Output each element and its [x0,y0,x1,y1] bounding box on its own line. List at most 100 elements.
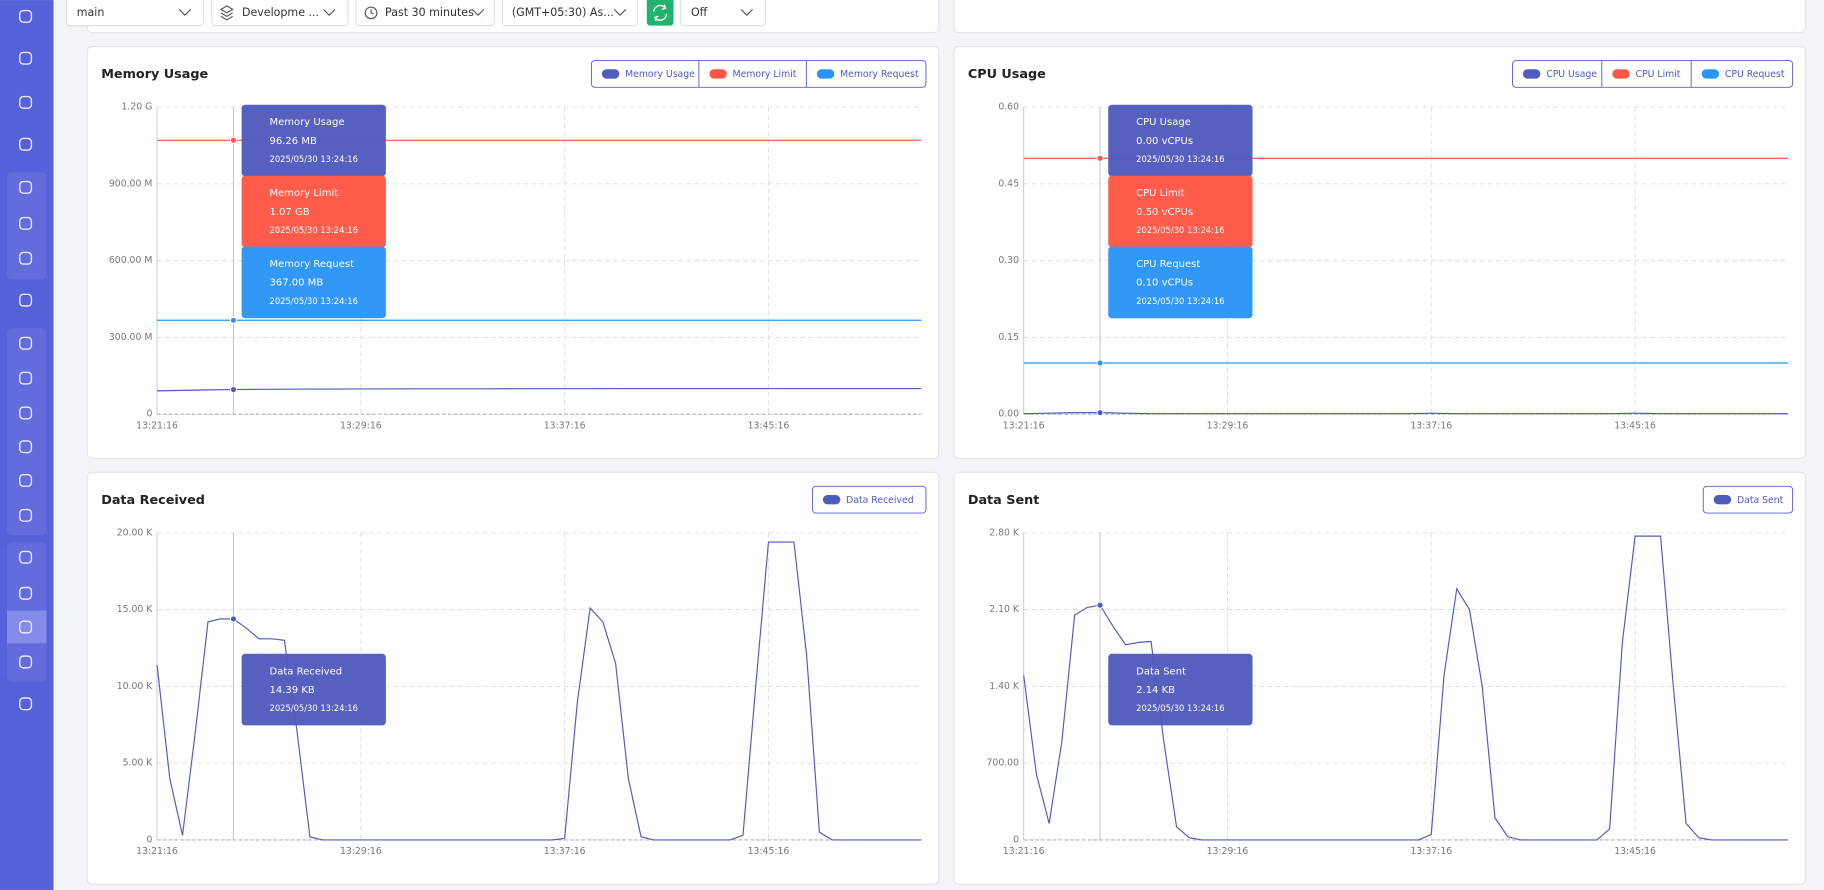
x-tick-label: 13:29:16 [340,846,382,857]
active-item [6,610,47,644]
nav-icon [19,655,33,669]
tooltip-time: 2025/05/30 13:24:16 [1136,154,1224,164]
legend-box [590,60,927,88]
chart-title: CPU Usage [968,67,1046,82]
tooltip-value: 2.14 KB [1136,685,1175,696]
tooltip-series: Memory Request [270,259,355,270]
x-tick-label: 13:37:16 [1410,420,1452,431]
y-tick-label: 10.00 K [117,681,154,692]
layers-icon [219,5,234,21]
y-tick-label: 0 [146,834,152,845]
y-tick-label: 15.00 K [117,604,154,615]
series-line [156,541,922,841]
tooltip-time: 2025/05/30 13:24:16 [1136,703,1224,713]
tooltip-time: 2025/05/30 13:24:16 [270,154,358,164]
series-line [1023,535,1788,841]
tooltip-section [1108,104,1253,177]
legend-swatch [1612,69,1630,79]
x-tick-label: 13:45:16 [748,420,790,431]
tooltip-value: 0.00 vCPUs [1136,136,1193,147]
y-tick-label: 600.00 M [109,255,153,266]
hover-point [229,386,237,394]
tooltip-value: 1.07 GB [270,207,310,218]
branch-text: main [77,6,105,19]
tooltip-section [241,175,386,248]
y-tick-label: 900.00 M [109,178,153,189]
tooltip-section [1108,175,1253,248]
refresh-interval-text: Off [691,6,708,19]
y-tick-label: 0.15 [998,332,1019,343]
nav-group [6,542,47,682]
nav-icon [19,137,33,151]
legend-box [1512,60,1794,88]
nav-icon [19,473,33,487]
x-tick-label: 13:29:16 [1207,846,1249,857]
tooltip-value: 0.10 vCPUs [1136,278,1193,289]
x-tick-label: 13:21:16 [136,420,178,431]
tooltip-time: 2025/05/30 13:24:16 [1136,225,1224,235]
nav-group [6,172,47,280]
y-tick-label: 0.45 [998,178,1019,189]
tooltip-section [241,104,386,177]
timezone-text: (GMT+05:30) As... [512,6,614,19]
x-tick-label: 13:37:16 [1410,846,1452,857]
legend-box [1702,485,1794,514]
x-tick-label: 13:21:16 [1003,846,1045,857]
timezone-select[interactable] [501,0,639,27]
tooltip-section [241,246,386,319]
sidebar-icons [6,9,47,711]
nav-icon [19,440,33,454]
nav-icon [19,697,33,711]
y-tick-label: 20.00 K [117,527,154,538]
series-line [157,388,922,392]
legend-swatch [1701,69,1720,79]
chart-card [86,45,940,459]
y-tick-label: 700.00 [986,758,1019,769]
hover-point [1096,154,1104,162]
tooltip-series: Memory Usage [270,117,345,128]
refresh-button[interactable] [646,0,674,26]
tooltip-time: 2025/05/30 13:24:16 [270,225,358,235]
refresh-icon [653,4,668,22]
x-tick-label: 13:21:16 [136,846,178,857]
clock-hand [370,9,374,15]
y-tick-label: 1.20 G [122,102,153,113]
chart-title: Data Received [101,493,205,508]
nav-icon [19,293,33,307]
toolbar: main Developme ... Past 30 minutes (GMT+… [65,0,767,27]
y-tick-label: 0.00 [998,409,1019,420]
time-range-select[interactable] [355,0,495,27]
y-tick-label: 0 [146,409,152,420]
chevron [322,8,336,16]
tooltip-value: 96.26 MB [270,136,317,147]
x-tick-label: 13:45:16 [1614,846,1656,857]
y-tick-label: 300.00 M [109,332,153,343]
tooltip-time: 2025/05/30 13:24:16 [270,703,358,713]
series-line [1023,412,1788,415]
legend-box [811,485,927,514]
tooltip-series: CPU Request [1136,259,1200,270]
x-tick-label: 13:45:16 [1614,420,1656,431]
y-tick-label: 0 [1013,834,1019,845]
environment-select[interactable] [211,0,349,27]
legend-label: Memory Limit [733,69,797,80]
chevron [471,8,485,16]
legend-label: CPU Limit [1636,69,1681,80]
nav-icon [19,371,33,385]
refresh-interval-select[interactable] [679,0,767,27]
chart-card [953,471,1806,885]
tooltip-value: 14.39 KB [270,685,315,696]
hover-point [229,316,237,324]
nav-icon [19,620,33,634]
nav-icon [19,550,33,564]
branch-select[interactable] [65,0,205,27]
x-tick-label: 13:21:16 [1003,420,1045,431]
hover-point [1096,601,1104,609]
tooltip-value: 367.00 MB [270,278,324,289]
tooltip-section [1108,653,1253,726]
hover-point [229,136,237,144]
environment-text: Developme ... [242,6,319,19]
legend-swatch [709,69,727,79]
nav-icon [19,216,33,230]
